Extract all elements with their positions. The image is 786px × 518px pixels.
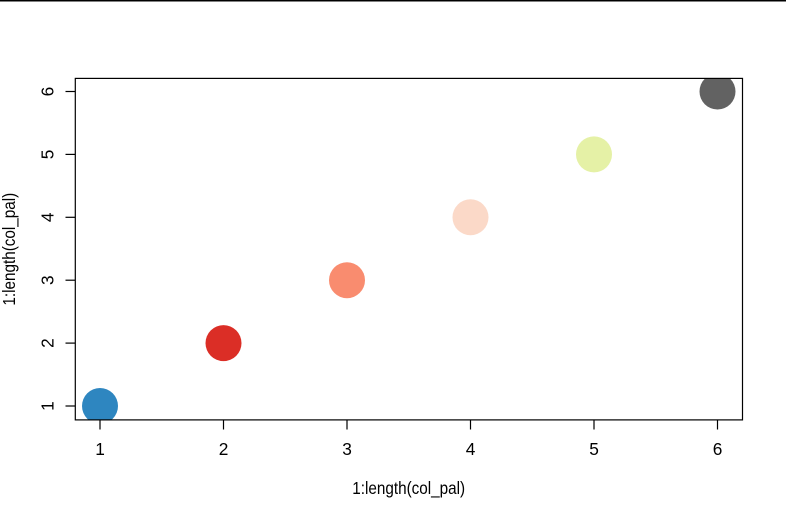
svg-text:1:length(col_pal): 1:length(col_pal) (352, 478, 465, 498)
svg-text:3: 3 (37, 275, 57, 285)
svg-text:1:length(col_pal): 1:length(col_pal) (0, 193, 19, 306)
svg-text:6: 6 (37, 87, 57, 97)
svg-text:1: 1 (95, 439, 105, 459)
svg-text:5: 5 (589, 439, 599, 459)
svg-text:2: 2 (219, 439, 229, 459)
svg-text:6: 6 (713, 439, 723, 459)
svg-text:3: 3 (342, 439, 352, 459)
svg-text:5: 5 (37, 150, 57, 160)
svg-text:1: 1 (37, 401, 57, 411)
svg-text:4: 4 (466, 439, 476, 459)
svg-text:2: 2 (37, 338, 57, 348)
svg-text:4: 4 (37, 212, 57, 222)
